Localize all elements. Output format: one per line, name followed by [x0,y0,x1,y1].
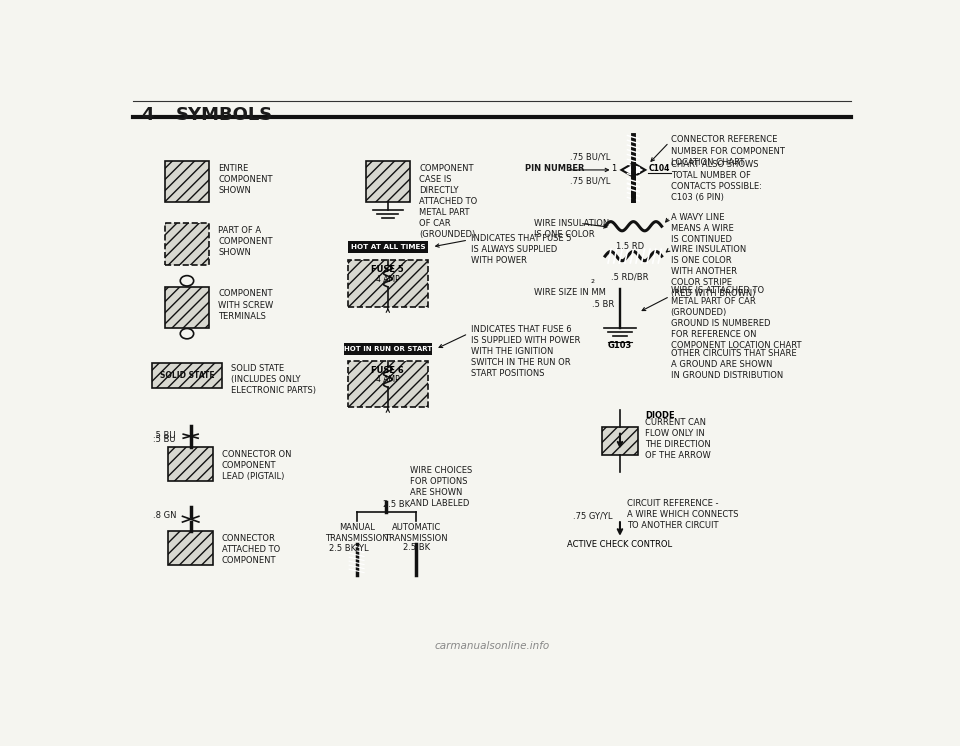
Text: PIN NUMBER: PIN NUMBER [525,164,585,173]
Bar [168,530,213,565]
Bar [344,343,432,356]
Text: WIRE SIZE IN MM: WIRE SIZE IN MM [534,288,606,297]
Text: OTHER CIRCUITS THAT SHARE
A GROUND ARE SHOWN
IN GROUND DISTRIBUTION: OTHER CIRCUITS THAT SHARE A GROUND ARE S… [670,349,796,380]
Text: ENTIRE
COMPONENT
SHOWN: ENTIRE COMPONENT SHOWN [218,163,273,195]
Text: PART OF A
COMPONENT
SHOWN: PART OF A COMPONENT SHOWN [218,226,273,257]
Text: WIRE INSULATION
IS ONE COLOR
WITH ANOTHER
COLOR STRIPE
(RED WITH BROWN): WIRE INSULATION IS ONE COLOR WITH ANOTHE… [670,245,756,298]
Bar [168,447,213,481]
Text: .75 BU/YL: .75 BU/YL [570,177,611,186]
Text: .5 BR: .5 BR [591,301,614,310]
Text: CURRENT CAN
FLOW ONLY IN
THE DIRECTION
OF THE ARROW: CURRENT CAN FLOW ONLY IN THE DIRECTION O… [645,418,711,460]
Text: CHART ALSO SHOWS
TOTAL NUMBER OF
CONTACTS POSSIBLE:
C103 (6 PIN): CHART ALSO SHOWS TOTAL NUMBER OF CONTACT… [670,160,761,202]
Text: .5 BU: .5 BU [154,431,176,440]
Text: G103: G103 [608,341,632,350]
Text: .75 GY/YL: .75 GY/YL [573,511,612,520]
Text: 4: 4 [141,106,154,124]
Text: 2.5 BK: 2.5 BK [383,501,410,510]
Text: MANUAL
TRANSMISSION: MANUAL TRANSMISSION [324,523,389,543]
Bar [348,360,428,407]
Text: C104: C104 [648,164,670,173]
Text: DIODE: DIODE [645,411,675,420]
Text: A WAVY LINE
MEANS A WIRE
IS CONTINUED: A WAVY LINE MEANS A WIRE IS CONTINUED [670,213,733,244]
Bar [152,363,223,388]
Text: .5 RD/BR: .5 RD/BR [611,272,648,281]
Bar [165,223,209,265]
Text: COMPONENT
WITH SCREW
TERMINALS: COMPONENT WITH SCREW TERMINALS [218,289,274,321]
Text: CONNECTOR ON
COMPONENT
LEAD (PIGTAIL): CONNECTOR ON COMPONENT LEAD (PIGTAIL) [222,450,292,481]
Text: COMPONENT
CASE IS
DIRECTLY
ATTACHED TO
METAL PART
OF CAR
(GROUNDED): COMPONENT CASE IS DIRECTLY ATTACHED TO M… [420,163,477,239]
Text: CONNECTOR REFERENCE
NUMBER FOR COMPONENT
LOCATION CHART: CONNECTOR REFERENCE NUMBER FOR COMPONENT… [670,136,784,166]
Bar [165,160,209,202]
Text: CONNECTOR
ATTACHED TO
COMPONENT: CONNECTOR ATTACHED TO COMPONENT [222,533,280,565]
Text: ACTIVE CHECK CONTROL: ACTIVE CHECK CONTROL [567,540,673,550]
Text: .75 BU/YL: .75 BU/YL [570,153,611,162]
Bar [348,260,428,307]
Text: WIRE IS ATTACHED TO
METAL PART OF CAR
(GROUNDED)
GROUND IS NUMBERED
FOR REFERENC: WIRE IS ATTACHED TO METAL PART OF CAR (G… [670,286,801,351]
Text: FUSE 6: FUSE 6 [372,366,404,375]
Text: .5 BU: .5 BU [154,436,176,445]
Text: carmanualsonline.info: carmanualsonline.info [434,642,550,651]
Text: INDICATES THAT FUSE 6
IS SUPPLIED WITH POWER
WITH THE IGNITION
SWITCH IN THE RUN: INDICATES THAT FUSE 6 IS SUPPLIED WITH P… [471,325,581,378]
Text: WIRE CHOICES
FOR OPTIONS
ARE SHOWN
AND LABELED: WIRE CHOICES FOR OPTIONS ARE SHOWN AND L… [410,466,472,508]
Text: 2.5 BK/YL: 2.5 BK/YL [329,543,369,552]
Text: .8 GN: .8 GN [154,511,177,520]
Text: 4 AMP: 4 AMP [376,375,399,384]
Text: WIRE INSULATION
IS ONE COLOR: WIRE INSULATION IS ONE COLOR [534,219,609,239]
Text: INDICATES THAT FUSE 5
IS ALWAYS SUPPLIED
WITH POWER: INDICATES THAT FUSE 5 IS ALWAYS SUPPLIED… [471,234,571,266]
Bar [366,160,410,202]
Bar [602,427,637,455]
Text: HOT AT ALL TIMES: HOT AT ALL TIMES [350,244,425,250]
Text: AUTOMATIC
TRANSMISSION: AUTOMATIC TRANSMISSION [384,523,448,543]
Text: 1: 1 [611,164,616,173]
Text: SOLID STATE
(INCLUDES ONLY
ELECTRONIC PARTS): SOLID STATE (INCLUDES ONLY ELECTRONIC PA… [231,364,316,395]
Text: 2: 2 [591,279,595,283]
Text: HOT IN RUN OR START: HOT IN RUN OR START [344,346,432,352]
Text: SOLID STATE: SOLID STATE [159,371,214,380]
Bar [165,286,209,328]
Text: 1.5 RD: 1.5 RD [615,242,644,251]
Text: SYMBOLS: SYMBOLS [176,106,273,124]
Text: CIRCUIT REFERENCE -
A WIRE WHICH CONNECTS
TO ANOTHER CIRCUIT: CIRCUIT REFERENCE - A WIRE WHICH CONNECT… [628,498,739,530]
Bar [348,241,428,253]
Text: 2.5 BK: 2.5 BK [402,543,430,552]
Text: FUSE 5: FUSE 5 [372,266,404,275]
Text: 4 AMP: 4 AMP [376,275,399,283]
Polygon shape [621,163,645,177]
